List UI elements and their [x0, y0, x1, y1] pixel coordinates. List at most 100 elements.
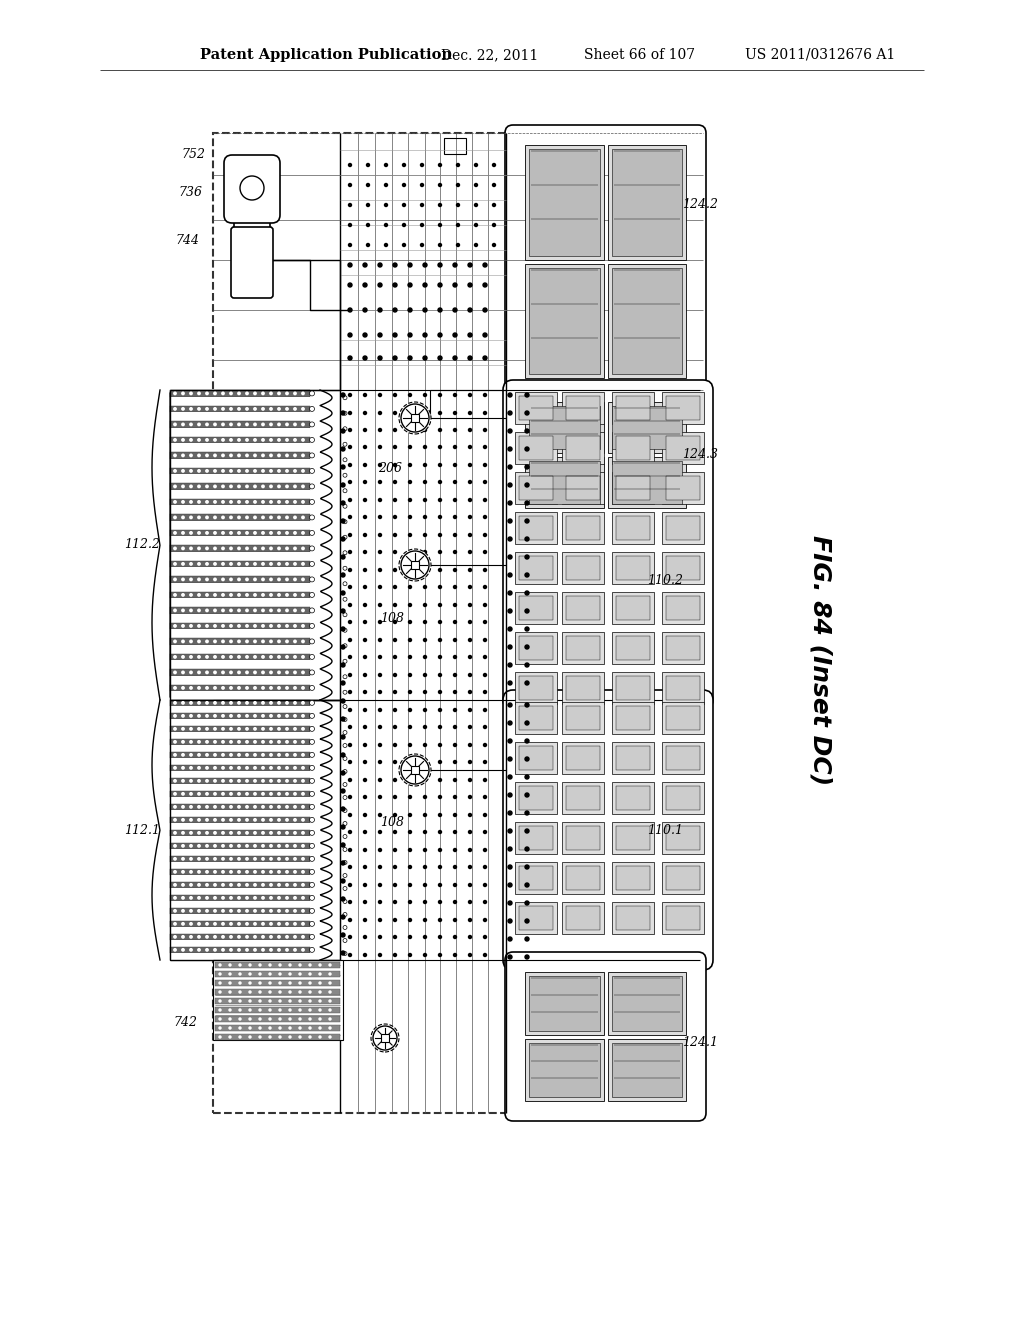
Circle shape [278, 624, 281, 627]
Circle shape [214, 578, 216, 581]
Circle shape [508, 739, 512, 743]
Circle shape [279, 1018, 281, 1020]
Circle shape [309, 685, 314, 690]
Bar [612, 432, 654, 465]
Circle shape [246, 470, 248, 473]
Circle shape [269, 671, 272, 673]
Circle shape [289, 1027, 291, 1030]
Circle shape [438, 412, 441, 414]
Circle shape [286, 671, 288, 673]
Circle shape [341, 789, 345, 793]
Bar [611, 1043, 682, 1097]
Circle shape [229, 792, 232, 795]
Circle shape [393, 480, 396, 483]
Bar [666, 477, 700, 500]
Bar [170, 822, 310, 830]
Circle shape [424, 709, 427, 711]
Circle shape [393, 849, 396, 851]
Circle shape [198, 883, 201, 886]
Circle shape [278, 845, 281, 847]
Circle shape [341, 807, 345, 810]
Circle shape [182, 923, 184, 925]
Circle shape [229, 845, 232, 847]
Circle shape [254, 610, 256, 611]
Circle shape [254, 754, 256, 756]
Circle shape [278, 594, 281, 597]
Circle shape [379, 919, 382, 921]
Circle shape [219, 1001, 221, 1002]
Circle shape [309, 908, 314, 913]
Circle shape [229, 973, 231, 975]
Circle shape [348, 953, 351, 957]
Bar [519, 746, 553, 770]
Circle shape [469, 866, 471, 869]
Circle shape [206, 714, 208, 717]
Circle shape [454, 639, 457, 642]
Circle shape [493, 243, 496, 247]
Circle shape [508, 663, 512, 667]
Circle shape [508, 502, 512, 506]
Bar [170, 739, 310, 744]
Circle shape [189, 871, 193, 873]
Circle shape [424, 830, 427, 833]
Circle shape [286, 594, 288, 597]
Bar [170, 908, 310, 913]
Circle shape [174, 500, 176, 503]
Circle shape [508, 847, 512, 851]
Circle shape [438, 429, 441, 432]
Circle shape [174, 767, 176, 770]
Circle shape [198, 624, 201, 627]
Bar [666, 436, 700, 459]
Circle shape [254, 500, 256, 503]
Circle shape [423, 333, 427, 337]
Circle shape [309, 973, 311, 975]
Circle shape [246, 702, 248, 704]
Circle shape [453, 282, 457, 286]
Circle shape [222, 936, 224, 939]
Bar [612, 473, 654, 504]
Circle shape [254, 702, 256, 704]
Text: Sheet 66 of 107: Sheet 66 of 107 [585, 48, 695, 62]
Circle shape [294, 754, 296, 756]
Circle shape [469, 796, 471, 799]
Circle shape [341, 573, 345, 577]
Circle shape [348, 550, 351, 553]
Circle shape [364, 919, 367, 921]
Circle shape [269, 754, 272, 756]
Circle shape [229, 767, 232, 770]
Bar [215, 1026, 340, 1031]
Circle shape [214, 486, 216, 487]
Circle shape [364, 620, 367, 623]
Text: 110.1: 110.1 [647, 824, 683, 837]
Circle shape [454, 796, 457, 799]
Circle shape [254, 438, 256, 441]
Circle shape [329, 1036, 331, 1038]
Circle shape [222, 767, 224, 770]
Circle shape [269, 982, 271, 983]
Circle shape [254, 640, 256, 643]
Circle shape [249, 1027, 251, 1030]
Circle shape [409, 480, 412, 483]
Circle shape [508, 865, 512, 869]
Circle shape [309, 830, 314, 836]
Circle shape [286, 949, 288, 950]
Circle shape [309, 843, 314, 849]
Bar [170, 669, 310, 676]
Circle shape [379, 866, 382, 869]
Circle shape [362, 333, 367, 337]
Circle shape [189, 671, 193, 673]
Circle shape [254, 392, 256, 395]
Circle shape [409, 429, 412, 432]
Circle shape [279, 1001, 281, 1002]
Circle shape [246, 548, 248, 549]
Circle shape [246, 832, 248, 834]
Circle shape [222, 438, 224, 441]
Text: 736: 736 [178, 186, 202, 199]
Circle shape [468, 356, 472, 360]
Circle shape [229, 516, 232, 519]
Circle shape [438, 333, 442, 337]
Circle shape [309, 713, 314, 718]
Circle shape [246, 500, 248, 503]
Circle shape [302, 624, 304, 627]
Circle shape [302, 656, 304, 659]
